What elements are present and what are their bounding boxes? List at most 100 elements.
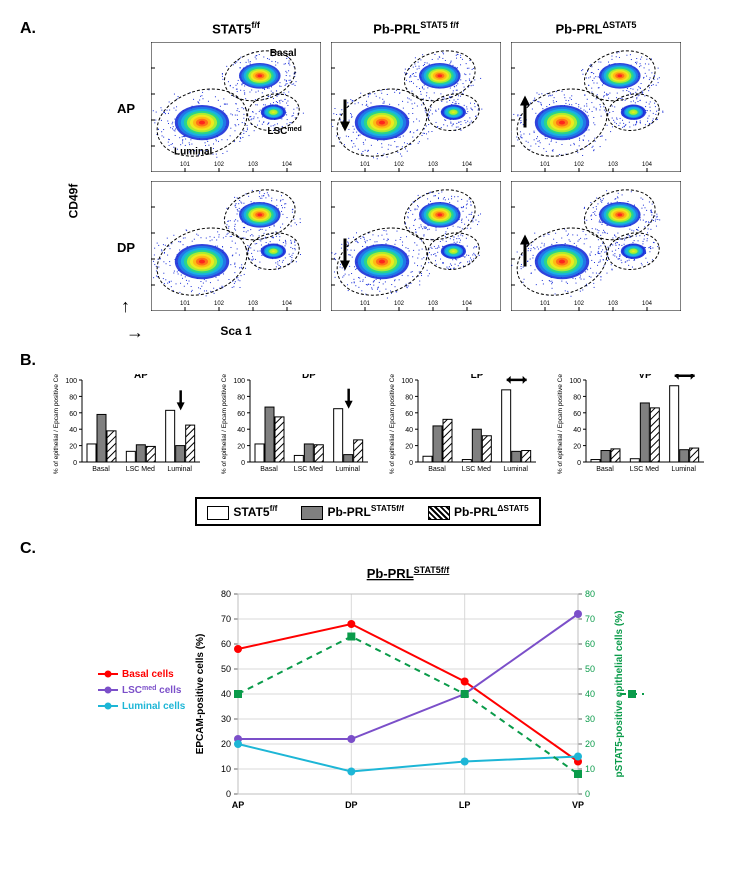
svg-text:0: 0: [73, 460, 77, 467]
svg-text:102: 102: [394, 162, 405, 168]
svg-text:20: 20: [585, 739, 595, 749]
svg-text:% of epithelial / Epcam positi: % of epithelial / Epcam positive Cells: [53, 374, 60, 474]
svg-text:103: 103: [428, 162, 439, 168]
svg-text:103: 103: [248, 301, 259, 307]
svg-text:102: 102: [394, 301, 405, 307]
svg-text:40: 40: [405, 428, 413, 435]
svg-text:104: 104: [282, 301, 293, 307]
svg-text:104: 104: [642, 301, 653, 307]
svg-text:20: 20: [237, 444, 245, 451]
svg-text:104: 104: [282, 162, 293, 168]
svg-text:103: 103: [248, 162, 259, 168]
svg-text:Basal: Basal: [260, 466, 278, 473]
svg-text:0: 0: [241, 460, 245, 467]
svg-text:100: 100: [65, 378, 77, 385]
panel-c: C. 0010102020303040405050606070708080APD…: [20, 540, 716, 824]
svg-text:LP: LP: [471, 374, 484, 381]
svg-text:Basal cells: Basal cells: [122, 669, 174, 680]
svg-text:80: 80: [237, 395, 245, 402]
svg-text:70: 70: [221, 614, 231, 624]
svg-text:80: 80: [221, 589, 231, 599]
row-label-AP: AP: [106, 101, 146, 116]
svg-text:80: 80: [573, 395, 581, 402]
flow-plot: 101102103104: [511, 181, 681, 311]
col-header-0: STAT5f/f: [151, 20, 321, 36]
svg-text:LSC Med: LSC Med: [462, 466, 491, 473]
svg-text:103: 103: [428, 301, 439, 307]
svg-text:VP: VP: [572, 800, 584, 810]
svg-text:40: 40: [221, 689, 231, 699]
svg-text:EPCAM-positive cells (%): EPCAM-positive cells (%): [195, 634, 206, 755]
svg-text:60: 60: [405, 411, 413, 418]
svg-text:103: 103: [608, 162, 619, 168]
y-axis-label: CD49f: [66, 184, 80, 219]
flow-plot: 101 102 103 104: [151, 181, 321, 311]
svg-text:60: 60: [585, 639, 595, 649]
svg-text:0: 0: [585, 789, 590, 799]
svg-text:101: 101: [180, 301, 191, 307]
svg-text:60: 60: [221, 639, 231, 649]
svg-text:Luminal: Luminal: [174, 147, 213, 158]
svg-text:AP: AP: [232, 800, 245, 810]
flow-plot: 101102103104: [511, 42, 681, 172]
svg-text:DP: DP: [302, 374, 316, 381]
col-header-1: Pb-PRLSTAT5 f/f: [331, 20, 501, 36]
svg-text:50: 50: [585, 664, 595, 674]
svg-text:Basal: Basal: [428, 466, 446, 473]
bar-chart-VP: 0 20 40 60 80 100 % of epithelial / Epcam posi…: [554, 374, 704, 484]
svg-text:40: 40: [573, 428, 581, 435]
svg-text:20: 20: [221, 739, 231, 749]
svg-text:VP: VP: [638, 374, 652, 381]
svg-text:103: 103: [608, 301, 619, 307]
legend-item-0: STAT5f/f: [207, 503, 277, 520]
svg-text:20: 20: [573, 444, 581, 451]
svg-text:100: 100: [569, 378, 581, 385]
svg-text:104: 104: [642, 162, 653, 168]
line-chart: 0010102020303040405050606070708080APDPLP…: [88, 564, 648, 824]
legend-item-1: Pb-PRLSTAT5f/f: [301, 503, 404, 520]
svg-text:20: 20: [69, 444, 77, 451]
svg-text:102: 102: [214, 162, 225, 168]
svg-text:101: 101: [360, 162, 371, 168]
panel-a-label: A.: [20, 20, 36, 38]
svg-text:Pb-PRLSTAT5f/f: Pb-PRLSTAT5f/f: [367, 565, 451, 581]
svg-text:40: 40: [237, 428, 245, 435]
svg-text:60: 60: [573, 411, 581, 418]
svg-text:60: 60: [69, 411, 77, 418]
panel-b-label: B.: [20, 352, 716, 370]
svg-text:LSC Med: LSC Med: [630, 466, 659, 473]
svg-text:Luminal: Luminal: [503, 466, 528, 473]
svg-text:LSC Med: LSC Med: [294, 466, 323, 473]
bar-chart-DP: 0 20 40 60 80 100 % of epithelial / Epcam posi…: [218, 374, 368, 484]
legend-item-2: Pb-PRLΔSTAT5: [428, 503, 529, 520]
flow-plot: 101102103104: [331, 42, 501, 172]
svg-text:Basal: Basal: [92, 466, 110, 473]
svg-text:101: 101: [540, 162, 551, 168]
svg-text:104: 104: [462, 301, 473, 307]
svg-text:LP: LP: [459, 800, 471, 810]
svg-text:100: 100: [401, 378, 413, 385]
svg-text:70: 70: [585, 614, 595, 624]
x-axis-label: Sca 1: [151, 324, 321, 338]
svg-text:20: 20: [405, 444, 413, 451]
svg-text:Luminal: Luminal: [167, 466, 192, 473]
svg-text:80: 80: [69, 395, 77, 402]
panel-c-label: C.: [20, 540, 716, 558]
panel-b: B. 0 20 40 60 80 100 % of epithelial / Epcam p…: [20, 352, 716, 526]
svg-text:Luminal: Luminal: [335, 466, 360, 473]
svg-text:% of epithelial / Epcam positi: % of epithelial / Epcam positive Cells: [557, 374, 564, 474]
svg-text:Basal: Basal: [596, 466, 614, 473]
svg-text:100: 100: [233, 378, 245, 385]
svg-text:40: 40: [585, 689, 595, 699]
svg-text:Basal: Basal: [270, 48, 297, 59]
svg-text:0: 0: [577, 460, 581, 467]
svg-text:101: 101: [180, 162, 191, 168]
flow-plot: 101102103104: [331, 181, 501, 311]
svg-text:AP: AP: [134, 374, 148, 381]
col-header-2: Pb-PRLΔSTAT5: [511, 20, 681, 36]
svg-text:% of epithelial / Epcam positi: % of epithelial / Epcam positive Cells: [221, 374, 228, 474]
svg-text:60: 60: [237, 411, 245, 418]
svg-text:10: 10: [585, 764, 595, 774]
bar-chart-AP: 020406080100% of epithelial / Epcam posi…: [50, 374, 200, 484]
svg-text:102: 102: [214, 301, 225, 307]
